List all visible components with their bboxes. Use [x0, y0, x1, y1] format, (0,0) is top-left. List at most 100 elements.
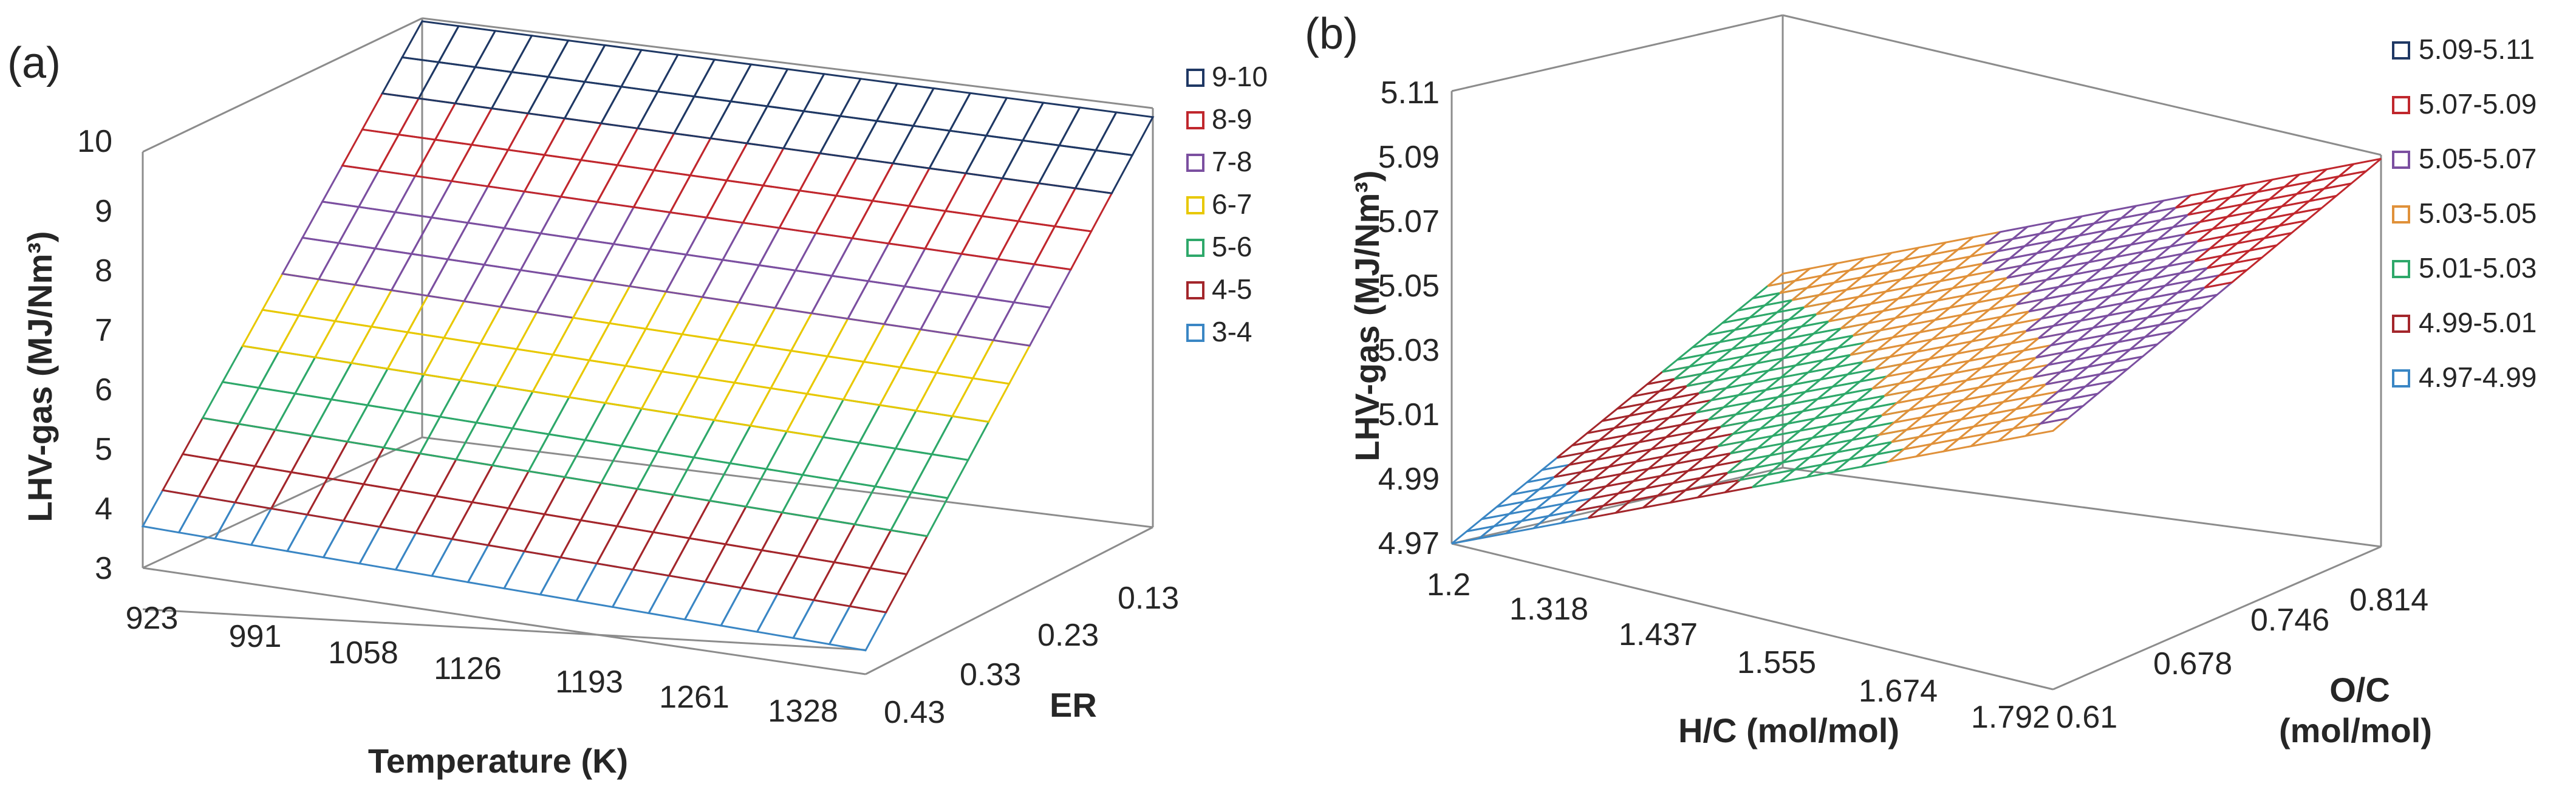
b-mesh-cell: [1777, 378, 1821, 398]
b-mesh-cell: [1876, 415, 1925, 437]
b-mesh-cell: [1848, 441, 1893, 460]
b-mesh-cell: [2239, 205, 2283, 225]
b-mesh-cell: [2060, 354, 2103, 374]
b-mesh-cell: [1678, 426, 1721, 445]
a-xtick: 1328: [768, 694, 838, 729]
a-frame-back-bottom: [422, 436, 1153, 528]
b-mesh-cell: [1811, 419, 1856, 439]
b-mesh-cell: [1939, 262, 1983, 282]
b-mesh-cell: [1814, 400, 1858, 420]
b-mesh-cell: [2187, 196, 2231, 216]
b-mesh-cell: [2032, 358, 2076, 378]
b-mesh-cell: [1707, 401, 1752, 421]
b-mesh-cell: [2095, 290, 2139, 310]
b-mesh-cell: [1791, 281, 1835, 301]
b-mesh-cell: [2148, 194, 2192, 214]
b-legend-swatch: [2392, 315, 2410, 333]
b-mesh-cell: [1901, 346, 1946, 365]
b-mesh-cell: [1705, 420, 1749, 440]
b-mesh-cell: [2122, 284, 2166, 304]
b-mesh-cell: [1908, 392, 1952, 411]
b-ytick: 0.678: [2153, 646, 2232, 681]
b-mesh-cell: [1702, 440, 1746, 460]
b-mesh-cell: [1913, 437, 1963, 459]
b-mesh-cell: [2296, 175, 2340, 195]
b-xtick: 1.674: [1859, 674, 1938, 709]
b-mesh-cell: [1851, 422, 1895, 441]
b-ztick: 5.05: [1378, 268, 1440, 304]
b-mesh-cell: [1628, 397, 1673, 417]
b-mesh-cell: [1998, 318, 2042, 337]
b-mesh-cell: [1995, 337, 2040, 357]
b-mesh-cell: [1726, 369, 1769, 389]
b-mesh-cell: [1832, 368, 1876, 388]
b-mesh-cell: [2147, 299, 2191, 319]
b-mesh-cell: [2338, 157, 2382, 177]
b-mesh-cell: [1689, 348, 1733, 368]
b-mesh-cell: [1760, 410, 1803, 430]
b-mesh-cell: [1656, 392, 1700, 412]
a-mesh-cell: [1033, 225, 1093, 271]
b-mesh-cell: [1635, 443, 1679, 463]
b-mesh-cell: [2038, 319, 2082, 340]
b-mesh-cell: [1587, 415, 1630, 434]
b-mesh-cell: [1858, 278, 1902, 298]
b-mesh-cell: [1862, 343, 1905, 363]
b-mesh-cell: [1904, 326, 1948, 346]
a-legend-label: 4-5: [1212, 273, 1252, 305]
b-mesh-cell: [1695, 394, 1740, 414]
b-mesh-cell: [1980, 349, 2024, 369]
b-mesh-cell: [1881, 397, 1925, 417]
b-ytick: 0.61: [2056, 700, 2117, 735]
a-xtick: 923: [126, 601, 179, 636]
b-mesh-cell: [2015, 391, 2059, 411]
b-mesh-cell: [1578, 473, 1622, 493]
b-mesh-cell: [1593, 460, 1637, 480]
b-mesh-cell: [2323, 170, 2367, 190]
a-xtick: 1126: [434, 651, 502, 686]
b-mesh-cell: [1836, 434, 1880, 454]
b-mesh-cell: [1940, 432, 1990, 453]
b-legend-label: 5.01-5.03: [2419, 252, 2537, 284]
b-frame-left-floor: [1451, 466, 1783, 545]
b-mesh-cell: [2157, 220, 2201, 241]
b-mesh-cell: [1671, 380, 1715, 400]
b-mesh-cell: [2052, 307, 2097, 327]
b-legend-item: 5.05-5.07: [2392, 143, 2537, 174]
b-mesh-cell: [1710, 381, 1754, 401]
a-mesh-cell: [1053, 187, 1113, 233]
b-mesh-cell: [1823, 426, 1868, 446]
b-mesh-cell: [1704, 336, 1748, 355]
a-mesh-cell: [910, 453, 970, 499]
b-mesh-cell: [1879, 312, 1924, 332]
a-ytick: 0.13: [1118, 581, 1179, 616]
b-mesh-cell: [1780, 359, 1824, 379]
b-mesh-cell: [2065, 314, 2109, 334]
b-mesh-cell: [1553, 459, 1597, 478]
b-mesh-cell: [1698, 375, 1742, 394]
b-mesh-cell: [1799, 412, 1843, 432]
b-mesh-cell: [1605, 468, 1649, 488]
b-mesh-cell: [1946, 309, 1990, 329]
b-mesh-cell: [2224, 217, 2268, 237]
b-mesh-cell: [1952, 270, 1995, 290]
b-mesh-cell: [2137, 272, 2181, 292]
b-mesh-cell: [1975, 388, 2019, 408]
b-mesh-cell: [2010, 409, 2059, 431]
b-mesh-cell: [1837, 329, 1881, 349]
a-ztick: 6: [95, 372, 112, 408]
b-mesh-cell: [1997, 233, 2041, 253]
b-mesh-cell: [1871, 370, 1915, 390]
b-legend-label: 4.97-4.99: [2419, 361, 2537, 393]
b-mesh-cell: [2031, 273, 2074, 293]
b-mesh-cell: [2132, 311, 2176, 331]
a-mesh-cell: [930, 415, 991, 461]
b-mesh-cell: [1842, 395, 1885, 414]
b-mesh-cell: [1687, 453, 1731, 472]
b-mesh-cell: [2184, 216, 2229, 236]
b-mesh-cell: [2067, 380, 2116, 401]
b-mesh-cell: [1794, 451, 1838, 471]
b-mesh-cell: [1566, 466, 1610, 485]
b-mesh-cell: [2025, 312, 2069, 332]
a-zaxis-title: LHV-gas (MJ/Nm³): [21, 231, 59, 522]
